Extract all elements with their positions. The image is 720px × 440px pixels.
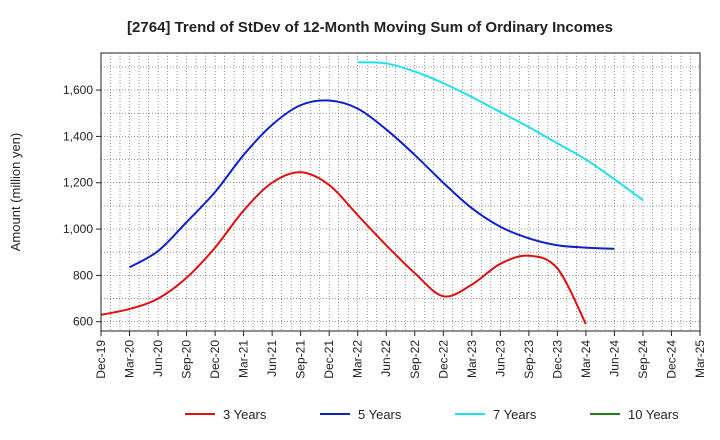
x-tick-label: Jun-24	[607, 340, 621, 377]
x-tick-label: Mar-24	[579, 340, 593, 378]
x-tick-label: Dec-19	[94, 340, 108, 379]
x-tick-label: Jun-21	[265, 340, 279, 377]
x-tick-label: Dec-23	[550, 340, 564, 379]
chart-title: [2764] Trend of StDev of 12-Month Moving…	[127, 19, 613, 36]
x-tick-label: Mar-22	[351, 340, 365, 378]
y-tick-label: 600	[73, 315, 93, 329]
x-tick-label: Mar-20	[123, 340, 137, 378]
series-line-7-years	[357, 61, 644, 201]
x-tick-label: Dec-21	[322, 340, 336, 379]
x-tick-label: Sep-23	[522, 340, 536, 379]
x-tick-label: Dec-24	[664, 340, 678, 379]
legend-label-3-years: 3 Years	[223, 407, 267, 422]
series-line-5-years	[129, 99, 615, 269]
series-line-3-years	[100, 171, 587, 325]
series-lines	[100, 61, 644, 325]
x-tick-label: Mar-23	[465, 340, 479, 378]
y-tick-label: 1,200	[63, 176, 93, 190]
x-tick-label: Sep-21	[294, 340, 308, 379]
x-tick-label: Jun-23	[493, 340, 507, 377]
y-tick-label: 1,600	[63, 83, 93, 97]
y-axis: 600 800 1,000 1,200 1,400 1,600	[63, 83, 101, 329]
x-tick-label: Sep-20	[180, 340, 194, 379]
y-tick-label: 1,000	[63, 222, 93, 236]
y-tick-label: 800	[73, 268, 93, 282]
legend-label-5-years: 5 Years	[358, 407, 402, 422]
y-axis-label: Amount (million yen)	[8, 133, 23, 252]
x-axis: Dec-19 Mar-20 Jun-20 Sep-20 Dec-20 Mar-21 Jun-…	[94, 331, 707, 379]
plot-frame	[100, 52, 701, 332]
x-tick-label: Mar-21	[237, 340, 251, 378]
x-tick-label: Mar-25	[693, 340, 707, 378]
x-tick-label: Sep-24	[636, 340, 650, 379]
x-tick-label: Dec-20	[208, 340, 222, 379]
x-tick-label: Jun-22	[379, 340, 393, 377]
grid	[101, 53, 700, 331]
y-tick-label: 1,400	[63, 129, 93, 143]
legend-label-10-years: 10 Years	[628, 407, 679, 422]
x-tick-label: Sep-22	[408, 340, 422, 379]
x-tick-label: Dec-22	[436, 340, 450, 379]
x-tick-label: Jun-20	[151, 340, 165, 377]
legend-label-7-years: 7 Years	[493, 407, 537, 422]
legend: 3 Years 5 Years 7 Years 10 Years	[185, 407, 679, 422]
